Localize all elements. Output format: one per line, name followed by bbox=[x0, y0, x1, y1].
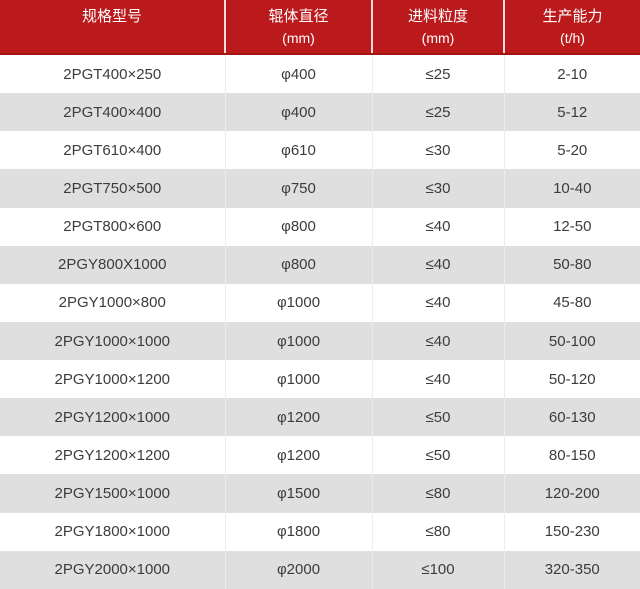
roller-diameter-cell: φ400 bbox=[225, 54, 373, 94]
table-row: 2PGT610×400 φ610 ≤30 5-20 bbox=[0, 131, 640, 170]
capacity-cell: 50-80 bbox=[504, 245, 640, 284]
capacity-cell: 50-100 bbox=[504, 321, 640, 361]
model-cell: 2PGT750×500 bbox=[0, 169, 226, 208]
capacity-cell: 80-150 bbox=[504, 436, 640, 475]
column-header-roller-diameter-unit: (mm) bbox=[282, 29, 315, 46]
capacity-cell: 2-10 bbox=[504, 54, 640, 94]
feed-size-cell: ≤30 bbox=[372, 169, 505, 208]
table-row: 2PGT800×600 φ800 ≤40 12-50 bbox=[0, 207, 640, 246]
roller-diameter-cell: φ750 bbox=[225, 169, 373, 208]
table-header: 规格型号 辊体直径 (mm) 进料粒度 (mm) 生产能力 (t/h) bbox=[0, 0, 640, 55]
table-row: 2PGY1800×1000 φ1800 ≤80 150-230 bbox=[0, 512, 640, 551]
model-cell: 2PGY1200×1200 bbox=[0, 436, 226, 475]
column-header-feed-size-unit: (mm) bbox=[421, 29, 455, 46]
capacity-cell: 12-50 bbox=[504, 207, 640, 246]
column-header-roller-diameter-title: 辊体直径 bbox=[268, 7, 329, 25]
feed-size-cell: ≤30 bbox=[372, 131, 505, 170]
model-cell: 2PGY1800×1000 bbox=[0, 512, 226, 551]
column-header-capacity: 生产能力 (t/h) bbox=[504, 0, 640, 55]
roller-diameter-cell: φ610 bbox=[225, 131, 373, 170]
capacity-cell: 150-230 bbox=[504, 512, 640, 551]
capacity-cell: 50-120 bbox=[504, 360, 640, 399]
model-cell: 2PGT400×250 bbox=[0, 54, 226, 94]
feed-size-cell: ≤40 bbox=[372, 360, 505, 399]
model-cell: 2PGT610×400 bbox=[0, 131, 226, 170]
capacity-cell: 5-20 bbox=[504, 131, 640, 170]
table-row: 2PGY1000×1200 φ1000 ≤40 50-120 bbox=[0, 360, 640, 399]
roller-diameter-cell: φ1800 bbox=[225, 512, 373, 551]
roller-diameter-cell: φ2000 bbox=[225, 550, 373, 589]
roller-diameter-cell: φ1500 bbox=[225, 474, 373, 513]
feed-size-cell: ≤50 bbox=[372, 398, 505, 437]
column-header-capacity-unit: (t/h) bbox=[560, 29, 585, 46]
model-cell: 2PGY800X1000 bbox=[0, 245, 226, 284]
table-row: 2PGT750×500 φ750 ≤30 10-40 bbox=[0, 169, 640, 208]
model-cell: 2PGY1000×1200 bbox=[0, 360, 226, 399]
feed-size-cell: ≤40 bbox=[372, 321, 505, 361]
table-body: 2PGT400×250 φ400 ≤25 2-10 2PGT400×400 φ4… bbox=[0, 54, 640, 589]
roller-diameter-cell: φ1000 bbox=[225, 283, 373, 322]
capacity-cell: 10-40 bbox=[504, 169, 640, 208]
column-header-feed-size-title: 进料粒度 bbox=[407, 7, 468, 25]
feed-size-cell: ≤100 bbox=[372, 550, 505, 589]
capacity-cell: 60-130 bbox=[504, 398, 640, 437]
table-row: 2PGT400×250 φ400 ≤25 2-10 bbox=[0, 54, 640, 94]
roller-diameter-cell: φ1000 bbox=[225, 321, 373, 361]
column-header-capacity-title: 生产能力 bbox=[542, 7, 603, 25]
column-header-model: 规格型号 bbox=[0, 0, 226, 55]
table-row: 2PGY1500×1000 φ1500 ≤80 120-200 bbox=[0, 474, 640, 513]
feed-size-cell: ≤40 bbox=[372, 245, 505, 284]
roller-diameter-cell: φ800 bbox=[225, 245, 373, 284]
roller-diameter-cell: φ1200 bbox=[225, 436, 373, 475]
header-row: 规格型号 辊体直径 (mm) 进料粒度 (mm) 生产能力 (t/h) bbox=[0, 0, 640, 55]
capacity-cell: 320-350 bbox=[504, 550, 640, 589]
column-header-model-unit bbox=[0, 28, 224, 48]
model-cell: 2PGT800×600 bbox=[0, 207, 226, 246]
feed-size-cell: ≤50 bbox=[372, 436, 505, 475]
capacity-cell: 45-80 bbox=[504, 283, 640, 322]
table-row: 2PGY1000×800 φ1000 ≤40 45-80 bbox=[0, 283, 640, 322]
model-cell: 2PGY1000×800 bbox=[0, 283, 226, 322]
roller-diameter-cell: φ1000 bbox=[225, 360, 373, 399]
feed-size-cell: ≤40 bbox=[372, 207, 505, 246]
feed-size-cell: ≤40 bbox=[372, 283, 505, 322]
column-header-feed-size: 进料粒度 (mm) bbox=[372, 0, 505, 55]
model-cell: 2PGY1500×1000 bbox=[0, 474, 226, 513]
feed-size-cell: ≤80 bbox=[372, 512, 505, 551]
model-cell: 2PGY1200×1000 bbox=[0, 398, 226, 437]
column-header-model-title: 规格型号 bbox=[81, 7, 142, 25]
roller-diameter-cell: φ800 bbox=[225, 207, 373, 246]
feed-size-cell: ≤80 bbox=[372, 474, 505, 513]
capacity-cell: 120-200 bbox=[504, 474, 640, 513]
roller-diameter-cell: φ1200 bbox=[225, 398, 373, 437]
table-row: 2PGY1200×1200 φ1200 ≤50 80-150 bbox=[0, 436, 640, 475]
column-header-roller-diameter: 辊体直径 (mm) bbox=[225, 0, 373, 55]
table-row: 2PGY800X1000 φ800 ≤40 50-80 bbox=[0, 245, 640, 284]
roller-diameter-cell: φ400 bbox=[225, 93, 373, 132]
table-row: 2PGY1000×1000 φ1000 ≤40 50-100 bbox=[0, 321, 640, 361]
table-row: 2PGY1200×1000 φ1200 ≤50 60-130 bbox=[0, 398, 640, 437]
table-row: 2PGY2000×1000 φ2000 ≤100 320-350 bbox=[0, 550, 640, 589]
feed-size-cell: ≤25 bbox=[372, 54, 505, 94]
capacity-cell: 5-12 bbox=[504, 93, 640, 132]
model-cell: 2PGY1000×1000 bbox=[0, 321, 226, 361]
model-cell: 2PGY2000×1000 bbox=[0, 550, 226, 589]
feed-size-cell: ≤25 bbox=[372, 93, 505, 132]
model-cell: 2PGT400×400 bbox=[0, 93, 226, 132]
table-row: 2PGT400×400 φ400 ≤25 5-12 bbox=[0, 93, 640, 132]
